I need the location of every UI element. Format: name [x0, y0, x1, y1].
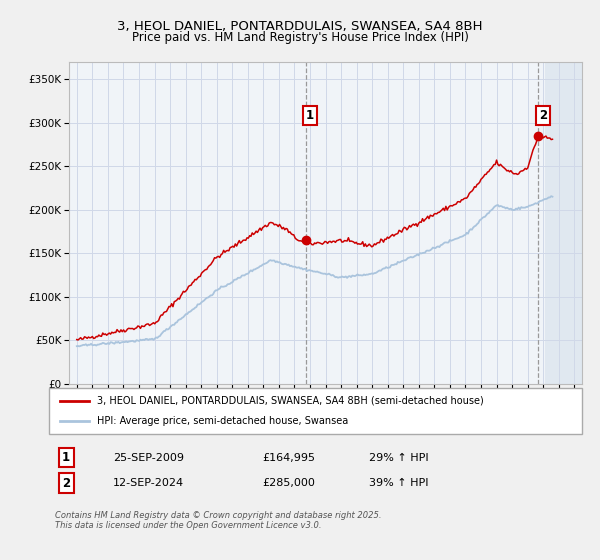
- Text: 12-SEP-2024: 12-SEP-2024: [113, 478, 184, 488]
- Text: 2: 2: [539, 109, 547, 122]
- Text: 1: 1: [305, 109, 314, 122]
- Bar: [69, 62, 545, 384]
- Text: 3, HEOL DANIEL, PONTARDDULAIS, SWANSEA, SA4 8BH: 3, HEOL DANIEL, PONTARDDULAIS, SWANSEA, …: [117, 20, 483, 33]
- Text: £164,995: £164,995: [262, 452, 316, 463]
- Text: 39% ↑ HPI: 39% ↑ HPI: [369, 478, 428, 488]
- Text: Contains HM Land Registry data © Crown copyright and database right 2025.
This d: Contains HM Land Registry data © Crown c…: [55, 511, 381, 530]
- Text: 25-SEP-2009: 25-SEP-2009: [113, 452, 184, 463]
- Text: 29% ↑ HPI: 29% ↑ HPI: [369, 452, 428, 463]
- Text: 2: 2: [62, 477, 70, 489]
- Text: £285,000: £285,000: [262, 478, 315, 488]
- FancyBboxPatch shape: [49, 388, 582, 434]
- Text: HPI: Average price, semi-detached house, Swansea: HPI: Average price, semi-detached house,…: [97, 416, 349, 426]
- Text: Price paid vs. HM Land Registry's House Price Index (HPI): Price paid vs. HM Land Registry's House …: [131, 31, 469, 44]
- Bar: [545, 62, 582, 384]
- Text: 3, HEOL DANIEL, PONTARDDULAIS, SWANSEA, SA4 8BH (semi-detached house): 3, HEOL DANIEL, PONTARDDULAIS, SWANSEA, …: [97, 396, 484, 406]
- Text: 1: 1: [62, 451, 70, 464]
